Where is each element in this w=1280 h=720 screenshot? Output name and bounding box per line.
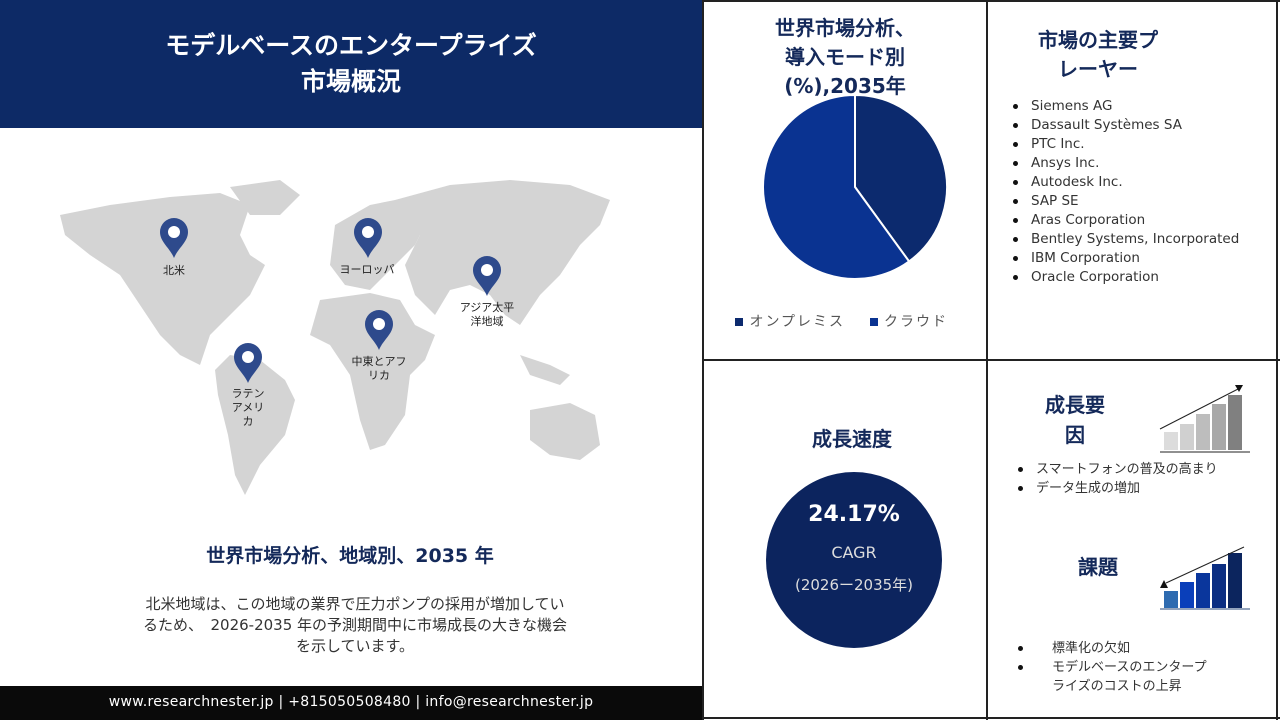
footer-contact: www.researchnester.jp | +815050508480 | … xyxy=(0,686,702,720)
player-item: Aras Corporation xyxy=(1013,211,1239,230)
pie-title: 世界市場分析、 導入モード別 (%),2035年 xyxy=(775,16,915,98)
page-header: モデルベースのエンタープライズ 市場概況 xyxy=(0,0,702,128)
player-item: Siemens AG xyxy=(1013,97,1239,116)
players-title: 市場の主要プ レーヤー xyxy=(1038,28,1158,81)
challenges-title: 課題 xyxy=(1078,555,1118,579)
world-map xyxy=(60,180,610,495)
driver-item: データ生成の増加 xyxy=(1018,479,1218,498)
header-title-line2: 市場概況 xyxy=(300,67,401,96)
challenge-item-continued: ライズのコストの上昇 xyxy=(1052,679,1182,694)
growth-bars-icon xyxy=(1159,385,1250,453)
decline-bars-icon xyxy=(1160,546,1250,610)
cagr-value: 24.17% xyxy=(808,502,900,527)
region-label-latam: ラテン アメリカ xyxy=(231,387,265,428)
challenges-list: 標準化の欠如 モデルベースのエンタープ ライズのコストの上昇 xyxy=(1018,639,1207,696)
player-item: IBM Corporation xyxy=(1013,249,1239,268)
region-label-asia-pacific: アジア太平 洋地域 xyxy=(459,301,515,328)
drivers-title: 成長要因 xyxy=(1045,393,1105,447)
legend-cloud: クラウド xyxy=(883,314,948,330)
legend-swatch xyxy=(869,318,878,326)
region-label-north-america: 北米 xyxy=(163,264,185,277)
drivers-list: スマートフォンの普及の高まり データ生成の増加 xyxy=(1018,460,1218,498)
players-list: Siemens AG Dassault Systèmes SA PTC Inc. An… xyxy=(1013,97,1239,287)
player-item: Ansys Inc. xyxy=(1013,154,1239,173)
legend-swatch xyxy=(735,318,743,326)
cagr-circle: 24.17% CAGR (2026ー2035年) xyxy=(766,472,942,648)
pie-slice-cloud xyxy=(762,93,911,280)
pie-slice-on-premise xyxy=(854,93,948,263)
divider xyxy=(702,0,1280,2)
header-title-line1: モデルベースのエンタープライズ xyxy=(165,31,537,60)
player-item: Bentley Systems, Incorporated xyxy=(1013,230,1239,249)
region-label-europe: ヨーロッパ xyxy=(339,263,395,276)
cagr-period: (2026ー2035年) xyxy=(794,576,914,594)
pie-legend: オンプレミス クラウド xyxy=(735,311,948,331)
player-item: PTC Inc. xyxy=(1013,135,1239,154)
pie-chart xyxy=(762,93,948,280)
growth-title: 成長速度 xyxy=(812,427,892,451)
map-pin-icon xyxy=(234,343,262,387)
divider xyxy=(702,717,1280,719)
region-label-mea: 中東とアフ リカ xyxy=(351,355,407,382)
driver-item: スマートフォンの普及の高まり xyxy=(1018,460,1218,479)
map-pin-icon xyxy=(354,218,382,262)
map-pin-icon xyxy=(160,218,188,262)
challenge-item: モデルベースのエンタープ xyxy=(1018,658,1207,677)
map-description: 北米地域は、この地域の業界で圧力ポンプの採用が増加してい るため、 2026-20… xyxy=(142,595,568,655)
map-pin-icon xyxy=(365,310,393,354)
legend-onprem: オンプレミス xyxy=(749,314,846,330)
player-item: SAP SE xyxy=(1013,192,1239,211)
player-item: Autodesk Inc. xyxy=(1013,173,1239,192)
map-title: 世界市場分析、地域別、2035 年 xyxy=(206,545,494,567)
cagr-label: CAGR xyxy=(831,543,877,562)
player-item: Dassault Systèmes SA xyxy=(1013,116,1239,135)
map-pin-icon xyxy=(473,256,501,300)
challenge-item: 標準化の欠如 xyxy=(1018,639,1207,658)
player-item: Oracle Corporation xyxy=(1013,268,1239,287)
divider xyxy=(702,359,1280,361)
